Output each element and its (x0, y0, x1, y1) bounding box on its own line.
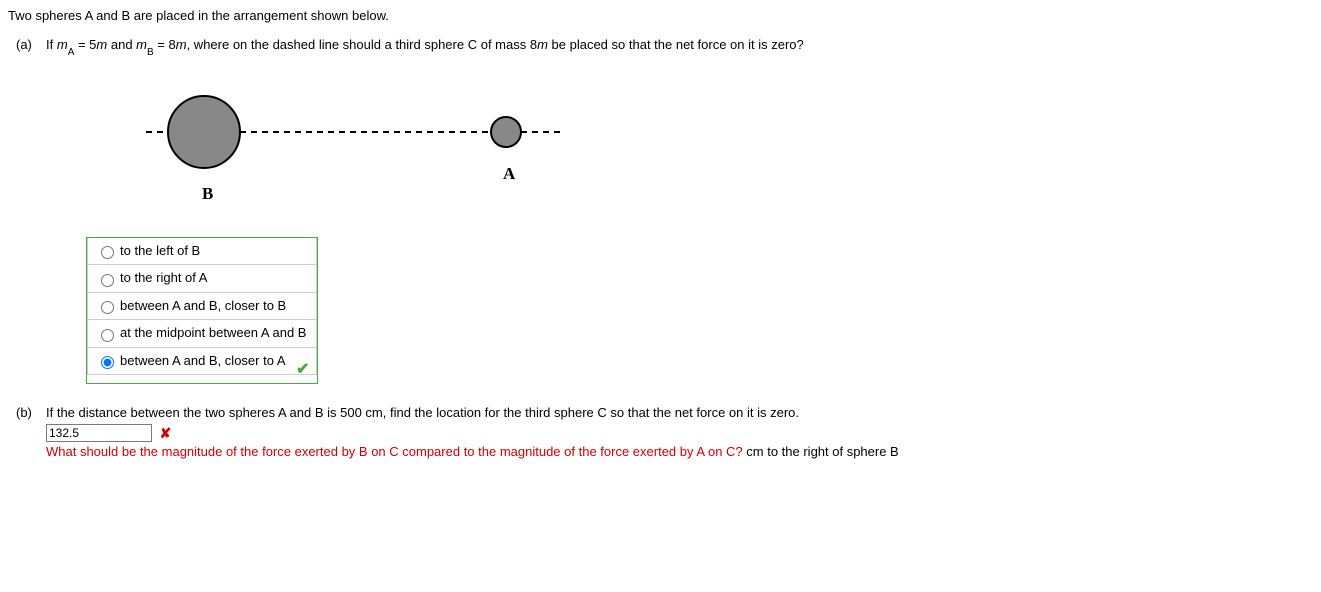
option-label: at the midpoint between A and B (120, 325, 306, 340)
options-box: to the left of B to the right of A between… (86, 237, 318, 385)
unit-m: m (96, 37, 107, 52)
option-cell[interactable]: to the left of B (88, 238, 317, 265)
part-b-text: If the distance between the two spheres … (46, 405, 1313, 420)
option-cell[interactable]: at the midpoint between A and B (88, 320, 317, 348)
sub-b: B (147, 47, 154, 58)
option-row: to the left of B (88, 238, 317, 265)
option-radio[interactable] (101, 274, 114, 287)
svg-text:A: A (503, 164, 516, 183)
feedback-text: What should be the magnitude of the forc… (46, 444, 1313, 459)
var-m: m (57, 37, 68, 52)
option-label: between A and B, closer to B (120, 298, 286, 313)
eq: = 8 (154, 37, 176, 52)
part-a-content: If mA = 5m and mB = 8m, where on the das… (46, 37, 1313, 387)
part-a-text: If mA = 5m and mB = 8m, where on the das… (46, 37, 804, 52)
spheres-diagram: BA (106, 84, 576, 214)
sub-a: A (68, 47, 75, 58)
x-icon: ✘ (160, 425, 172, 441)
txt: be placed so that the net force on it is… (548, 37, 804, 52)
part-b: (b) If the distance between the two sphe… (8, 405, 1313, 459)
option-radio[interactable] (101, 329, 114, 342)
feedback-msg: What should be the magnitude of the forc… (46, 444, 743, 459)
diagram: BA (106, 84, 1313, 217)
options-table: to the left of B to the right of A between… (87, 238, 317, 376)
option-cell[interactable]: to the right of A (88, 265, 317, 293)
option-row: between A and B, closer to B (88, 292, 317, 320)
option-cell[interactable]: between A and B, closer to B (88, 292, 317, 320)
part-a-label: (a) (8, 37, 46, 52)
tail-text: cm to the right of sphere B (743, 444, 899, 459)
option-label: between A and B, closer to A (120, 353, 286, 368)
txt: If (46, 37, 57, 52)
var-m: m (136, 37, 147, 52)
eq: = 5 (74, 37, 96, 52)
part-a: (a) If mA = 5m and mB = 8m, where on the… (8, 37, 1313, 387)
option-radio[interactable] (101, 301, 114, 314)
option-label: to the right of A (120, 270, 207, 285)
option-radio[interactable] (101, 246, 114, 259)
and: and (107, 37, 136, 52)
answer-input[interactable] (46, 424, 152, 442)
unit-m: m (176, 37, 187, 52)
option-cell[interactable]: between A and B, closer to A (88, 347, 317, 375)
option-row: to the right of A (88, 265, 317, 293)
option-label: to the left of B (120, 243, 200, 258)
option-row: at the midpoint between A and B (88, 320, 317, 348)
option-row: between A and B, closer to A (88, 347, 317, 375)
svg-text:B: B (202, 184, 213, 203)
option-radio[interactable] (101, 356, 114, 369)
part-b-content: If the distance between the two spheres … (46, 405, 1313, 459)
txt: , where on the dashed line should a thir… (187, 37, 538, 52)
question-intro: Two spheres A and B are placed in the ar… (8, 8, 1313, 23)
check-icon: ✔ (296, 359, 309, 379)
unit-m: m (537, 37, 548, 52)
part-b-label: (b) (8, 405, 46, 420)
